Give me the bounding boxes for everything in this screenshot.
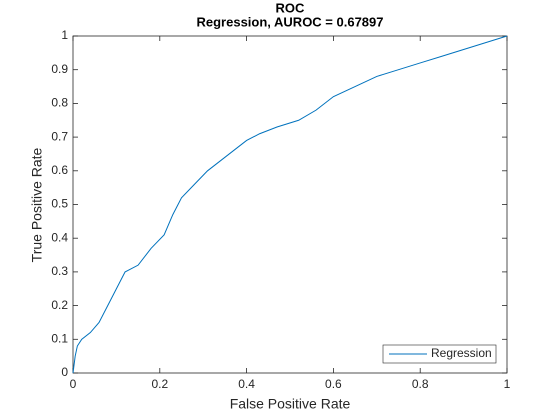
legend-label: Regression bbox=[431, 346, 492, 360]
chart-title: ROC bbox=[276, 0, 306, 15]
y-tick-label: 0.7 bbox=[51, 129, 68, 143]
legend-box bbox=[382, 344, 497, 364]
y-tick-label: 0.3 bbox=[51, 264, 68, 278]
y-tick-label: 0.1 bbox=[51, 331, 68, 345]
y-tick-label: 0.5 bbox=[51, 197, 68, 211]
chart-subtitle: Regression, AUROC = 0.67897 bbox=[196, 14, 383, 29]
x-axis-label: False Positive Rate bbox=[230, 396, 351, 412]
y-tick-label: 0.6 bbox=[51, 163, 68, 177]
x-tick-label: 0.6 bbox=[325, 377, 342, 391]
y-tick-label: 0 bbox=[61, 365, 68, 379]
x-tick-label: 0.2 bbox=[151, 377, 168, 391]
plot-area bbox=[72, 35, 508, 374]
y-tick-label: 0.4 bbox=[51, 230, 68, 244]
y-tick-label: 1 bbox=[61, 28, 68, 42]
y-tick-label: 0.2 bbox=[51, 298, 68, 312]
y-tick-label: 0.8 bbox=[51, 96, 68, 110]
x-tick-label: 0.4 bbox=[238, 377, 255, 391]
y-axis-label: True Positive Rate bbox=[29, 147, 45, 262]
x-tick-label: 0.8 bbox=[412, 377, 429, 391]
x-tick-label: 1 bbox=[504, 377, 511, 391]
y-tick-label: 0.9 bbox=[51, 62, 68, 76]
roc-line bbox=[72, 35, 508, 374]
x-tick-label: 0 bbox=[70, 377, 77, 391]
